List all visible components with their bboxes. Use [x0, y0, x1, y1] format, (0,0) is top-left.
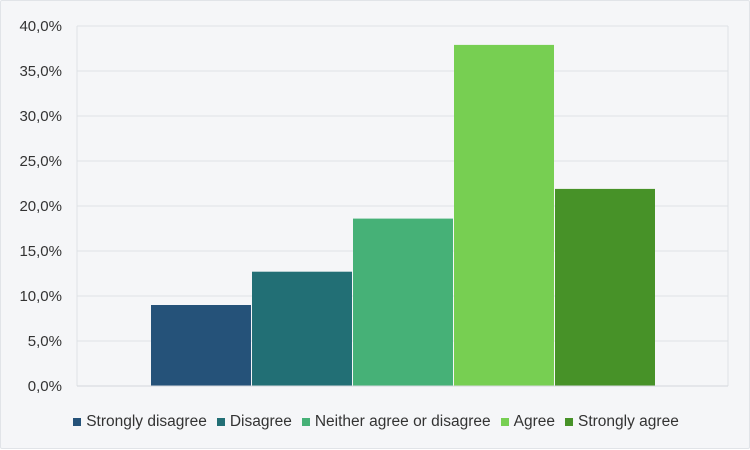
legend-swatch	[500, 418, 509, 426]
legend-swatch	[73, 418, 82, 426]
legend-item: Agree	[500, 413, 555, 431]
bar-disagree	[252, 271, 352, 386]
y-tick-label: 25,0%	[19, 153, 62, 170]
bar-strongly-agree	[555, 188, 655, 386]
legend-label: Strongly disagree	[86, 413, 207, 430]
legend-item: Disagree	[216, 413, 292, 431]
y-tick-label: 40,0%	[19, 18, 62, 35]
legend-label: Neither agree or disagree	[314, 413, 491, 430]
y-tick-label: 15,0%	[19, 243, 62, 260]
legend-item: Neither agree or disagree	[301, 413, 491, 431]
bar-strongly-disagree	[151, 305, 251, 386]
gridlines	[76, 25, 729, 386]
y-axis-tick-labels: 0,0% 5,0% 10,0% 15,0% 20,0% 25,0% 30,0% 35,0% 40…	[19, 18, 62, 395]
legend-label: Disagree	[229, 413, 292, 430]
legend-swatch	[565, 418, 573, 426]
legend-item: Strongly disagree	[73, 413, 207, 431]
y-tick-label: 10,0%	[19, 288, 62, 305]
legend: Strongly disagree Disagree Neither agree o…	[1, 413, 750, 431]
legend-label: Agree	[513, 413, 555, 430]
legend-item: Strongly agree	[565, 413, 679, 431]
legend-label: Strongly agree	[578, 413, 679, 430]
y-tick-label: 30,0%	[19, 108, 62, 125]
legend-swatch	[301, 418, 310, 426]
y-tick-label: 35,0%	[19, 63, 62, 80]
bar-neither-agree-or-disagree	[353, 218, 453, 386]
y-tick-label: 0,0%	[28, 378, 62, 395]
y-tick-label: 20,0%	[19, 198, 62, 215]
bar-agree	[454, 44, 554, 387]
bars	[151, 44, 655, 387]
y-tick-label: 5,0%	[28, 333, 62, 350]
legend-swatch	[216, 418, 225, 426]
